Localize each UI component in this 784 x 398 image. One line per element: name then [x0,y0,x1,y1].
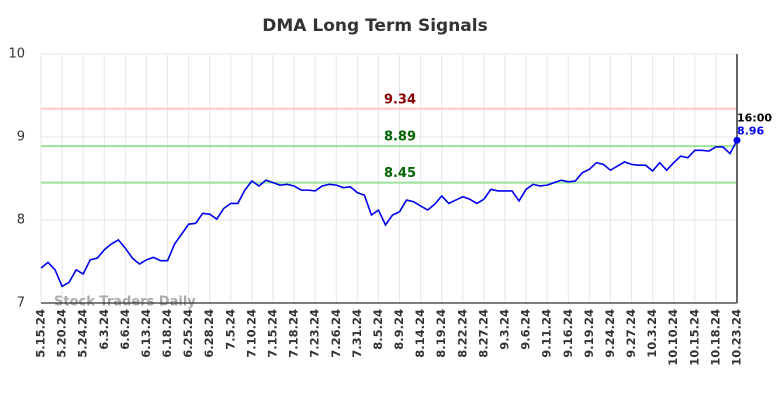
x-tick-label: 6.28.24 [202,309,216,358]
last-time-label: 16:00 [737,111,772,124]
last-point [733,136,741,144]
x-tick-label: 7.18.24 [287,309,301,358]
x-tick-label: 6.13.24 [139,309,153,358]
x-tick-label: 10.10.24 [666,309,680,366]
watermark: Stock Traders Daily [54,295,196,310]
x-tick-label: 8.22.24 [455,309,469,358]
x-tick-label: 7.31.24 [350,309,364,358]
y-tick-label: 8 [17,213,25,228]
y-tick-label: 7 [17,296,25,311]
x-tick-label: 9.11.24 [540,309,554,358]
reference-label: 8.89 [384,130,416,145]
x-tick-label: 8.19.24 [434,309,448,358]
x-tick-label: 9.19.24 [582,309,596,358]
x-tick-label: 6.6.24 [118,309,132,350]
x-tick-label: 8.9.24 [392,309,406,350]
x-tick-label: 9.6.24 [519,309,533,350]
reference-label: 8.45 [384,166,416,181]
x-tick-label: 7.15.24 [266,309,280,358]
x-tick-label: 10.3.24 [645,309,659,358]
x-tick-label: 8.5.24 [371,309,385,350]
chart-title: DMA Long Term Signals [262,16,487,36]
x-tick-label: 6.3.24 [97,309,111,350]
price-line [40,139,738,288]
x-tick-label: 10.15.24 [687,309,701,366]
y-tick-label: 10 [8,47,25,62]
x-tick-label: 9.27.24 [624,309,638,358]
x-tick-label: 7.26.24 [329,309,343,358]
x-tick-label: 6.18.24 [160,309,174,358]
x-tick-label: 10.18.24 [708,309,722,366]
y-tick-label: 9 [17,130,25,145]
reference-label: 9.34 [384,92,416,107]
last-value-label: 8.96 [737,124,764,137]
x-tick-label: 6.25.24 [181,309,195,358]
x-tick-label: 7.10.24 [244,309,258,358]
x-tick-label: 7.23.24 [308,309,322,358]
x-tick-label: 5.24.24 [76,309,90,358]
x-tick-label: 5.15.24 [34,309,48,358]
x-tick-label: 8.14.24 [413,309,427,358]
x-tick-label: 8.27.24 [476,309,490,358]
x-tick-label: 10.23.24 [730,309,744,366]
x-tick-label: 9.24.24 [603,309,617,358]
x-tick-label: 7.5.24 [223,309,237,350]
x-tick-label: 9.3.24 [498,309,512,350]
x-tick-label: 9.16.24 [561,309,575,358]
x-tick-label: 5.20.24 [55,309,69,358]
